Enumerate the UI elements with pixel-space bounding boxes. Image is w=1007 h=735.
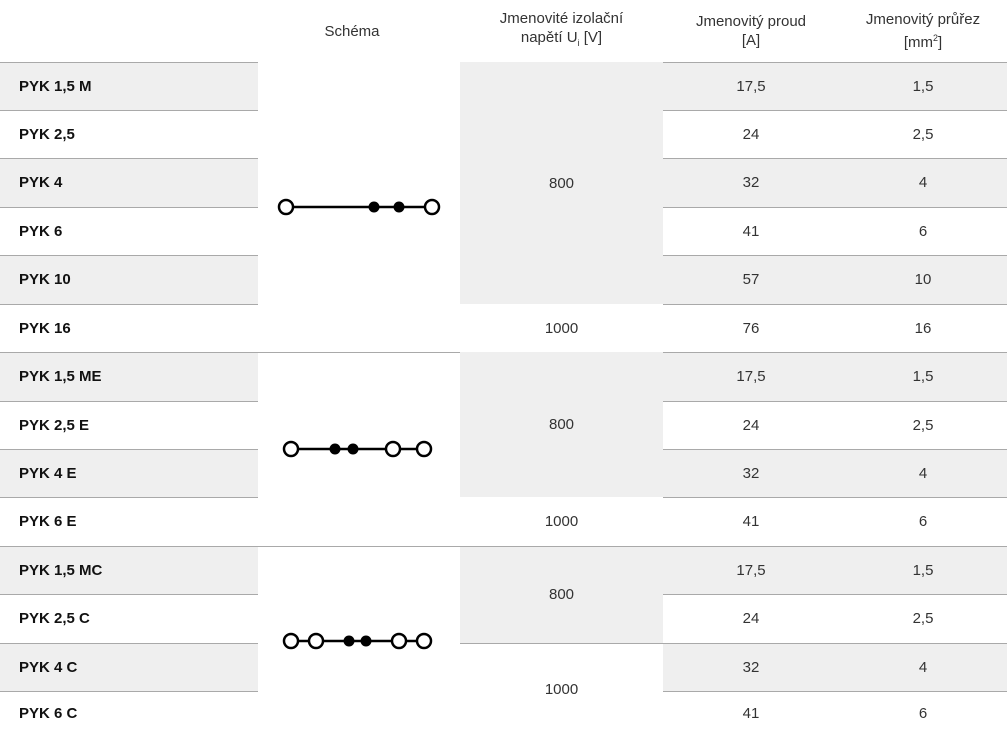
row-name: PYK 6 C	[19, 704, 78, 722]
rule	[663, 207, 1007, 208]
row-current: 76	[742, 319, 760, 337]
header-voltage: Jmenovité izolační napětí Ui [V]	[499, 10, 624, 48]
row-current: 24	[742, 416, 760, 434]
rule	[663, 401, 1007, 402]
rule	[663, 62, 1007, 63]
rule	[663, 158, 1007, 159]
schema-icon-o-o-dotdot-o-o	[282, 632, 433, 649]
row-name: PYK 1,5 ME	[0, 352, 258, 401]
rule	[0, 497, 258, 498]
row-name: PYK 2,5	[19, 125, 75, 143]
rule	[0, 594, 258, 595]
row-cross: 2,5	[912, 610, 934, 627]
row-name: PYK 1,5 MC	[0, 546, 258, 594]
voltage-cell: 1000	[544, 680, 579, 698]
row-cross: 2,5	[912, 416, 934, 434]
voltage-cell: 800	[460, 546, 663, 643]
row-current: 24	[742, 125, 760, 143]
row-name: PYK 6 E	[19, 513, 77, 530]
rule	[460, 546, 663, 547]
schema-cell	[258, 352, 460, 546]
rule	[0, 449, 258, 450]
row-current: 41	[742, 222, 760, 240]
rule	[663, 304, 1007, 305]
row-name: PYK 4 C	[0, 643, 258, 691]
row-cross: 16	[914, 319, 932, 337]
row-cross: 1,5	[839, 352, 1007, 401]
row-current: 24	[742, 610, 760, 627]
rule	[663, 497, 1007, 498]
header-schema: Schéma	[324, 22, 380, 40]
row-current: 32	[663, 643, 839, 691]
row-current: 32	[663, 449, 839, 497]
row-name: PYK 10	[0, 255, 258, 304]
voltage-cell: 1000	[544, 319, 579, 337]
row-cross: 6	[918, 222, 928, 240]
rule	[258, 546, 460, 547]
row-current: 41	[742, 513, 760, 530]
row-cross: 4	[839, 643, 1007, 691]
schema-cell	[258, 546, 460, 735]
row-cross: 4	[839, 449, 1007, 497]
rule	[663, 594, 1007, 595]
rule	[0, 352, 258, 353]
rule	[0, 401, 258, 402]
rule	[663, 546, 1007, 547]
voltage-cell: 800	[460, 352, 663, 497]
row-current: 41	[742, 704, 760, 722]
rule	[0, 207, 258, 208]
row-name: PYK 4	[0, 158, 258, 207]
rule	[0, 546, 258, 547]
rule	[0, 643, 258, 644]
rule	[663, 449, 1007, 450]
row-cross: 6	[918, 513, 928, 530]
rule	[0, 304, 258, 305]
voltage-cell: 1000	[544, 513, 579, 530]
rule	[0, 691, 258, 692]
row-current: 17,5	[663, 352, 839, 401]
row-name: PYK 6	[19, 222, 63, 240]
rule	[258, 352, 460, 353]
row-cross: 4	[839, 158, 1007, 207]
rule	[663, 691, 1007, 692]
row-name: PYK 16	[19, 319, 71, 337]
schema-cell	[258, 62, 460, 352]
row-current: 57	[663, 255, 839, 304]
schema-icon-o-dot-dot-o	[277, 198, 441, 216]
rule	[460, 643, 663, 644]
rule	[0, 110, 258, 111]
row-name: PYK 2,5 E	[19, 416, 90, 434]
row-cross: 10	[839, 255, 1007, 304]
row-cross: 1,5	[839, 62, 1007, 110]
rule	[663, 352, 1007, 353]
row-name: PYK 4 E	[0, 449, 258, 497]
row-cross: 2,5	[912, 125, 934, 143]
row-current: 32	[663, 158, 839, 207]
schema-icon-o-dotdot-o-o	[282, 440, 433, 458]
rule	[663, 643, 1007, 644]
header-cross-section: Jmenovitý průřez [mm2]	[865, 11, 981, 51]
row-cross: 1,5	[839, 546, 1007, 594]
voltage-cell: 800	[460, 62, 663, 304]
row-current: 17,5	[663, 546, 839, 594]
row-name: PYK 1,5 M	[0, 62, 258, 110]
rule	[0, 158, 258, 159]
row-cross: 6	[918, 704, 928, 722]
rule	[0, 255, 258, 256]
row-current: 17,5	[663, 62, 839, 110]
header-current: Jmenovitý proud [A]	[695, 13, 807, 49]
row-name: PYK 2,5 C	[19, 610, 90, 627]
rule	[663, 255, 1007, 256]
rule	[663, 110, 1007, 111]
rule	[0, 62, 258, 63]
